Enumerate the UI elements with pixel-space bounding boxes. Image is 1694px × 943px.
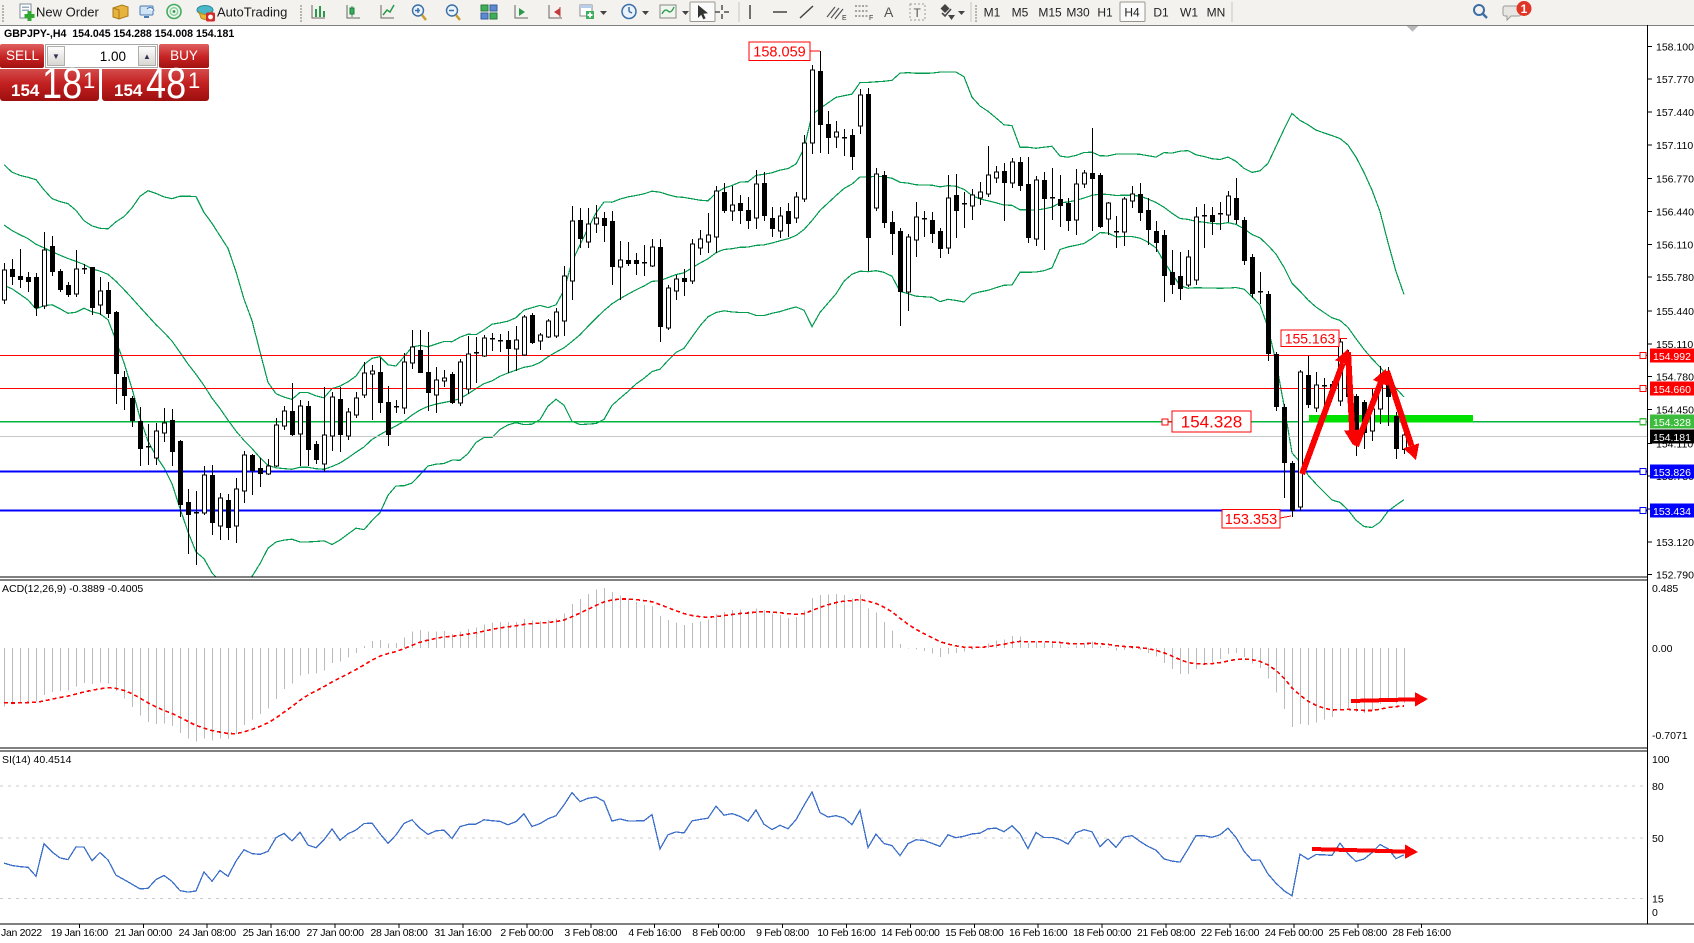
svg-text:H4: H4 [1124, 6, 1140, 20]
svg-text:0.00: 0.00 [1652, 643, 1673, 655]
svg-text:M15: M15 [1038, 6, 1062, 20]
svg-text:153.434: 153.434 [1653, 506, 1691, 518]
svg-text:4 Feb 16:00: 4 Feb 16:00 [628, 927, 681, 939]
svg-text:50: 50 [1652, 833, 1664, 845]
svg-text:T: T [914, 6, 922, 20]
svg-text:156.770: 156.770 [1656, 174, 1694, 186]
svg-text:158.100: 158.100 [1656, 41, 1694, 53]
svg-text:21 Feb 08:00: 21 Feb 08:00 [1137, 927, 1196, 939]
svg-text:156.440: 156.440 [1656, 207, 1694, 219]
svg-text:22 Feb 16:00: 22 Feb 16:00 [1201, 927, 1260, 939]
svg-text:15: 15 [1652, 894, 1664, 906]
svg-text:25 Jan 16:00: 25 Jan 16:00 [243, 927, 301, 939]
svg-text:153.120: 153.120 [1656, 537, 1694, 549]
svg-text:152.790: 152.790 [1656, 570, 1694, 582]
svg-text:155.440: 155.440 [1656, 306, 1694, 318]
svg-text:158.059: 158.059 [753, 45, 805, 61]
svg-text:D1: D1 [1153, 6, 1169, 20]
svg-text:MN: MN [1207, 6, 1226, 20]
svg-text:SI(14) 40.4514: SI(14) 40.4514 [2, 754, 72, 766]
svg-text:157.440: 157.440 [1656, 107, 1694, 119]
svg-text:E: E [842, 15, 847, 22]
svg-text:21 Jan 00:00: 21 Jan 00:00 [115, 927, 173, 939]
svg-text:0: 0 [1652, 907, 1658, 919]
svg-text:100: 100 [1652, 754, 1670, 766]
svg-text:154.328: 154.328 [1181, 413, 1242, 432]
svg-text:154.992: 154.992 [1653, 351, 1691, 363]
svg-text:15 Feb 08:00: 15 Feb 08:00 [945, 927, 1004, 939]
svg-text:14 Feb 00:00: 14 Feb 00:00 [881, 927, 940, 939]
svg-text:8 Feb 00:00: 8 Feb 00:00 [692, 927, 745, 939]
svg-text:10 Feb 16:00: 10 Feb 16:00 [817, 927, 876, 939]
svg-text:M30: M30 [1066, 6, 1090, 20]
svg-text:0.485: 0.485 [1652, 583, 1678, 595]
svg-text:M1: M1 [984, 6, 1001, 20]
svg-text:153.353: 153.353 [1225, 512, 1277, 528]
svg-text:2 Feb 00:00: 2 Feb 00:00 [500, 927, 553, 939]
svg-text:AutoTrading: AutoTrading [217, 5, 287, 20]
svg-text:157.770: 157.770 [1656, 74, 1694, 86]
svg-text:154.328: 154.328 [1653, 417, 1691, 429]
svg-text:31 Jan 16:00: 31 Jan 16:00 [434, 927, 492, 939]
svg-text:9 Feb 08:00: 9 Feb 08:00 [756, 927, 809, 939]
svg-text:Jan 2022: Jan 2022 [1, 927, 42, 939]
svg-text:ACD(12,26,9) -0.3889 -0.4005: ACD(12,26,9) -0.3889 -0.4005 [2, 583, 143, 595]
svg-text:H1: H1 [1097, 6, 1113, 20]
svg-text:28 Jan 08:00: 28 Jan 08:00 [370, 927, 428, 939]
svg-text:155.163: 155.163 [1285, 330, 1336, 346]
svg-text:W1: W1 [1180, 6, 1198, 20]
svg-text:A: A [884, 4, 894, 20]
svg-text:25 Feb 08:00: 25 Feb 08:00 [1329, 927, 1388, 939]
svg-text:28 Feb 16:00: 28 Feb 16:00 [1393, 927, 1452, 939]
svg-text:16 Feb 16:00: 16 Feb 16:00 [1009, 927, 1068, 939]
svg-text:19 Jan 16:00: 19 Jan 16:00 [51, 927, 109, 939]
svg-text:157.110: 157.110 [1656, 140, 1693, 152]
svg-text:3 Feb 08:00: 3 Feb 08:00 [564, 927, 617, 939]
svg-text:24 Feb 00:00: 24 Feb 00:00 [1265, 927, 1324, 939]
svg-text:154.780: 154.780 [1656, 372, 1694, 384]
svg-text:156.110: 156.110 [1656, 239, 1693, 251]
svg-text:155.780: 155.780 [1656, 272, 1694, 284]
svg-text:18 Feb 00:00: 18 Feb 00:00 [1073, 927, 1132, 939]
svg-text:M5: M5 [1012, 6, 1029, 20]
svg-text:-0.7071: -0.7071 [1652, 730, 1688, 742]
svg-text:80: 80 [1652, 781, 1664, 793]
svg-text:154.181: 154.181 [1653, 432, 1691, 444]
svg-text:155.110: 155.110 [1656, 339, 1693, 351]
svg-text:153.826: 153.826 [1653, 467, 1691, 479]
svg-text:154.450: 154.450 [1656, 405, 1694, 417]
svg-text:1: 1 [1521, 2, 1528, 16]
svg-text:24 Jan 08:00: 24 Jan 08:00 [179, 927, 237, 939]
svg-text:27 Jan 00:00: 27 Jan 00:00 [307, 927, 365, 939]
svg-text:New Order: New Order [36, 5, 100, 20]
svg-text:F: F [869, 15, 873, 22]
svg-text:154.660: 154.660 [1653, 384, 1691, 396]
